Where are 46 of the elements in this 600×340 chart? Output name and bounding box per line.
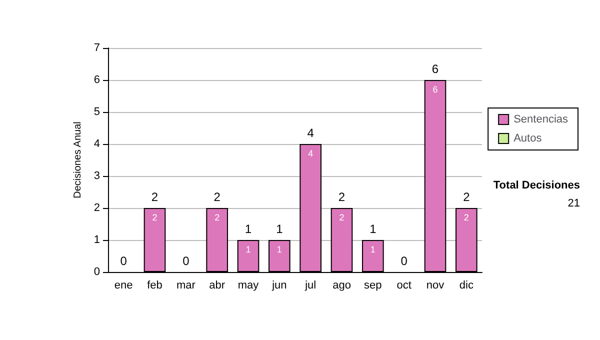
x-tick-label: sep (364, 280, 382, 292)
total-label: 2 (338, 190, 346, 204)
data-label: 2 (152, 212, 158, 222)
x-tick-label: ene (114, 280, 133, 292)
total-label: 4 (307, 126, 314, 140)
x-tick-label: oct (396, 280, 412, 292)
total-label: 1 (276, 222, 284, 236)
text: Total Decisiones (493, 180, 580, 192)
x-tick-label: dic (459, 280, 474, 292)
x-tick-label: nov (426, 280, 445, 292)
data-label: 4 (308, 148, 314, 158)
legend-label: Autos (514, 132, 542, 144)
x-tick-label: ago (332, 280, 351, 292)
y-tick-label: 5 (94, 106, 100, 118)
total-label: 0 (120, 254, 128, 268)
text: 21 (568, 198, 580, 210)
total-label: 2 (463, 190, 470, 204)
y-tick-label: 7 (94, 42, 100, 54)
total-label: 0 (182, 254, 190, 268)
total-label: 2 (214, 190, 221, 204)
total-label: 1 (244, 222, 252, 236)
y-tick-label: 3 (94, 170, 100, 182)
data-label: 2 (464, 212, 469, 222)
data-label: 2 (214, 212, 220, 222)
y-tick-label: 1 (94, 234, 100, 246)
y-axis-title: Decisiones Anual (72, 122, 84, 198)
y-tick-label: 6 (94, 74, 100, 86)
x-tick-label: abr (209, 280, 226, 292)
x-tick-label: feb (147, 280, 162, 292)
x-tick-label: may (238, 280, 260, 292)
y-tick-label: 2 (94, 202, 100, 214)
y-tick-label: 4 (94, 138, 100, 150)
data-label: 6 (432, 84, 438, 94)
data-label: 1 (370, 244, 376, 254)
data-label: 2 (339, 212, 344, 222)
x-tick-label: jul (304, 280, 316, 292)
data-label: 1 (246, 244, 251, 254)
total-label: 2 (151, 190, 158, 204)
y-tick-label: 0 (94, 266, 100, 278)
x-tick-label: jun (271, 280, 287, 292)
legend-label: Sentencias (514, 114, 568, 126)
total-label: 6 (432, 62, 439, 76)
x-tick-label: mar (176, 280, 196, 292)
total-label: 1 (370, 222, 377, 236)
data-label: 1 (276, 244, 282, 254)
total-label: 0 (400, 254, 408, 268)
